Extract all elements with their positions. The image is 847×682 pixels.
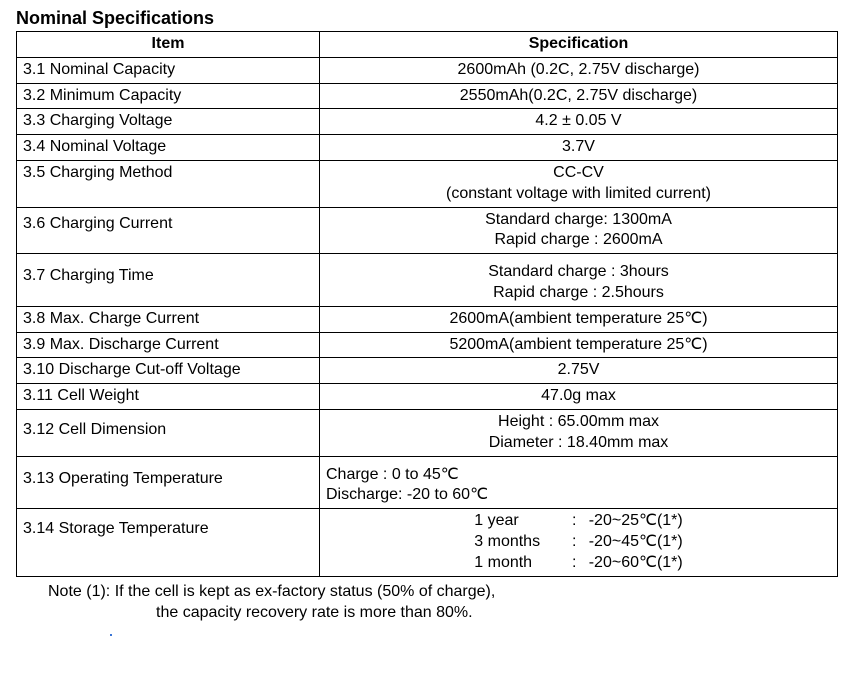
- header-spec: Specification: [320, 32, 838, 58]
- footnote-line: Note (1): If the cell is kept as ex-fact…: [48, 583, 495, 600]
- table-row: 3.4 Nominal Voltage 3.7V: [17, 135, 838, 161]
- cell-item: 3.9 Max. Discharge Current: [17, 332, 320, 358]
- cell-item: 3.11 Cell Weight: [17, 384, 320, 410]
- colon-icon: :: [564, 511, 584, 532]
- header-item: Item: [17, 32, 320, 58]
- colon-icon: :: [564, 532, 584, 553]
- table-row: 3.8 Max. Charge Current 2600mA(ambient t…: [17, 306, 838, 332]
- cell-item: 3.8 Max. Charge Current: [17, 306, 320, 332]
- cell-item: 3.14 Storage Temperature: [17, 509, 320, 576]
- cell-spec: 2550mAh(0.2C, 2.75V discharge): [320, 83, 838, 109]
- cell-spec: 2600mA(ambient temperature 25℃): [320, 306, 838, 332]
- cell-item: 3.5 Charging Method: [17, 160, 320, 207]
- cell-item: 3.4 Nominal Voltage: [17, 135, 320, 161]
- cell-spec-line: Height : 65.00mm max: [498, 413, 659, 430]
- page-title: Nominal Specifications: [8, 8, 839, 29]
- storage-value: -20~60℃(1*): [589, 554, 683, 571]
- cell-spec-line: Diameter : 18.40mm max: [489, 434, 669, 451]
- storage-value: -20~25℃(1*): [589, 512, 683, 529]
- cell-spec: Standard charge : 3hours Rapid charge : …: [320, 254, 838, 307]
- spec-table: Item Specification 3.1 Nominal Capacity …: [16, 31, 838, 577]
- cell-spec: 2.75V: [320, 358, 838, 384]
- table-row: 3.13 Operating Temperature Charge : 0 to…: [17, 456, 838, 509]
- dot-icon: ·: [108, 624, 839, 645]
- cell-item: 3.7 Charging Time: [17, 254, 320, 307]
- cell-spec-line: Discharge: -20 to 60℃: [326, 486, 488, 503]
- colon-icon: :: [564, 553, 584, 574]
- footnote-line: the capacity recovery rate is more than …: [48, 604, 473, 621]
- table-row: 3.5 Charging Method CC-CV (constant volt…: [17, 160, 838, 207]
- cell-item: 3.10 Discharge Cut-off Voltage: [17, 358, 320, 384]
- cell-item: 3.12 Cell Dimension: [17, 409, 320, 456]
- storage-duration: 1 month: [474, 553, 564, 574]
- cell-item: 3.6 Charging Current: [17, 207, 320, 254]
- table-row: 3.14 Storage Temperature 1 year: -20~25℃…: [17, 509, 838, 576]
- cell-spec: 4.2 ± 0.05 V: [320, 109, 838, 135]
- cell-item: 3.13 Operating Temperature: [17, 456, 320, 509]
- table-row: 3.7 Charging Time Standard charge : 3hou…: [17, 254, 838, 307]
- cell-spec-line: Rapid charge : 2.5hours: [493, 284, 664, 301]
- cell-spec: Standard charge: 1300mA Rapid charge : 2…: [320, 207, 838, 254]
- table-row: 3.2 Minimum Capacity 2550mAh(0.2C, 2.75V…: [17, 83, 838, 109]
- cell-spec: 1 year: -20~25℃(1*) 3 months: -20~45℃(1*…: [320, 509, 838, 576]
- cell-spec: 5200mA(ambient temperature 25℃): [320, 332, 838, 358]
- storage-value: -20~45℃(1*): [589, 533, 683, 550]
- cell-spec: 2600mAh (0.2C, 2.75V discharge): [320, 57, 838, 83]
- cell-item: 3.1 Nominal Capacity: [17, 57, 320, 83]
- cell-spec: CC-CV (constant voltage with limited cur…: [320, 160, 838, 207]
- cell-spec: Height : 65.00mm max Diameter : 18.40mm …: [320, 409, 838, 456]
- storage-line: 1 month: -20~60℃(1*): [474, 553, 682, 574]
- cell-spec-line: Charge : 0 to 45℃: [326, 466, 459, 483]
- cell-spec: 47.0g max: [320, 384, 838, 410]
- storage-duration: 3 months: [474, 532, 564, 553]
- table-row: 3.6 Charging Current Standard charge: 13…: [17, 207, 838, 254]
- cell-spec-line: Standard charge: 1300mA: [485, 211, 672, 228]
- cell-spec: Charge : 0 to 45℃ Discharge: -20 to 60℃: [320, 456, 838, 509]
- table-header-row: Item Specification: [17, 32, 838, 58]
- cell-item: 3.2 Minimum Capacity: [17, 83, 320, 109]
- table-row: 3.12 Cell Dimension Height : 65.00mm max…: [17, 409, 838, 456]
- table-row: 3.9 Max. Discharge Current 5200mA(ambien…: [17, 332, 838, 358]
- cell-spec: 3.7V: [320, 135, 838, 161]
- storage-duration: 1 year: [474, 511, 564, 532]
- footnote: Note (1): If the cell is kept as ex-fact…: [48, 581, 839, 624]
- cell-spec-line: (constant voltage with limited current): [446, 185, 711, 202]
- storage-line: 3 months: -20~45℃(1*): [474, 532, 682, 553]
- storage-line: 1 year: -20~25℃(1*): [474, 511, 682, 532]
- cell-spec-line: Rapid charge : 2600mA: [494, 231, 662, 248]
- cell-spec-line: Standard charge : 3hours: [488, 263, 669, 280]
- table-row: 3.10 Discharge Cut-off Voltage 2.75V: [17, 358, 838, 384]
- cell-item: 3.3 Charging Voltage: [17, 109, 320, 135]
- table-row: 3.1 Nominal Capacity 2600mAh (0.2C, 2.75…: [17, 57, 838, 83]
- table-row: 3.11 Cell Weight 47.0g max: [17, 384, 838, 410]
- cell-spec-line: CC-CV: [553, 164, 604, 181]
- table-row: 3.3 Charging Voltage 4.2 ± 0.05 V: [17, 109, 838, 135]
